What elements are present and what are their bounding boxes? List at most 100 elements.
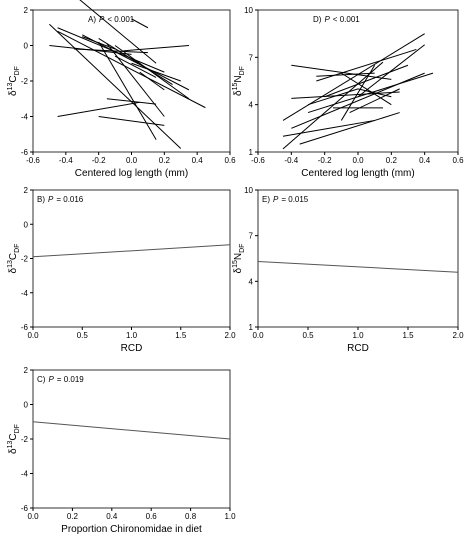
data-line <box>139 71 165 91</box>
data-line <box>49 23 182 149</box>
data-line <box>324 64 409 98</box>
panel-letter: E) <box>262 195 270 204</box>
y-label-symbol: δ <box>233 267 244 273</box>
data-line <box>98 37 173 85</box>
x-axis-label: Centered log length (mm) <box>75 168 188 179</box>
x-tick-label: 2.0 <box>224 331 236 340</box>
y-tick-label: 0 <box>24 42 29 51</box>
p-symbol: P <box>273 195 279 204</box>
p-symbol: P <box>99 15 105 24</box>
data-line <box>114 55 157 78</box>
x-tick-label: 0.8 <box>185 512 197 521</box>
y-label-subscript: DF <box>14 244 21 253</box>
x-tick-label: 0.2 <box>386 156 398 165</box>
x-tick-label: -0.2 <box>318 156 332 165</box>
y-label-symbol: δ <box>8 267 19 273</box>
y-axis-label: δ15NDF <box>232 244 246 274</box>
x-tick-label: -0.6 <box>26 156 40 165</box>
panel-label: B) P = 0.016 <box>37 195 84 204</box>
panel: 0.0 0.2 0.4 0.6 0.8 1.0 -6 -4 -2 0 2 Proportion Chi… <box>7 366 236 535</box>
data-line <box>357 44 425 98</box>
y-tick-label: 0 <box>24 401 29 410</box>
y-label-isotope: 13 <box>7 83 14 91</box>
y-tick-label: -2 <box>21 255 29 264</box>
y-tick-label: -6 <box>21 504 29 513</box>
x-tick-label: 0.0 <box>126 156 138 165</box>
y-label-element: C <box>8 433 19 440</box>
x-tick-label: 2.0 <box>452 331 464 340</box>
data-line <box>32 421 231 440</box>
data-line <box>340 64 376 121</box>
panel-letter: D) <box>313 15 322 24</box>
x-tick-label: 1.0 <box>126 331 138 340</box>
p-text: = 0.016 <box>56 195 83 204</box>
y-label-subscript: DF <box>239 66 246 75</box>
y-label-element: C <box>8 75 19 82</box>
p-text: < 0.001 <box>107 15 134 24</box>
x-axis-label: RCD <box>121 343 143 354</box>
y-label-subscript: DF <box>14 66 21 75</box>
data-line <box>282 33 425 121</box>
panel-label: E) P = 0.015 <box>262 195 309 204</box>
plot-frame <box>257 9 459 153</box>
data-line <box>307 72 434 114</box>
data-line <box>114 45 190 100</box>
y-tick-label: -4 <box>21 289 29 298</box>
plot-frame <box>32 9 231 153</box>
panel: -0.6 -0.4 -0.2 0.0 0.2 0.4 0.6 1 4 7 10 Centered lo… <box>232 6 464 179</box>
x-tick-label: -0.4 <box>59 156 73 165</box>
y-tick-label: 10 <box>244 6 253 15</box>
y-tick-label: 0 <box>24 220 29 229</box>
y-tick-label: -6 <box>21 148 29 157</box>
x-tick-label: 1.5 <box>402 331 414 340</box>
x-tick-label: 1.0 <box>224 512 236 521</box>
y-tick-label: 7 <box>249 53 254 62</box>
data-line <box>291 72 425 129</box>
y-tick-label: 1 <box>249 148 254 157</box>
y-axis-label: δ15NDF <box>232 66 246 96</box>
x-tick-label: -0.2 <box>92 156 106 165</box>
plot-frame <box>32 369 231 509</box>
data-line <box>123 45 189 52</box>
y-label-isotope: 15 <box>232 260 239 268</box>
panel-label: D) P < 0.001 <box>313 15 360 24</box>
x-tick-label: 0.0 <box>27 331 39 340</box>
panel: -0.6 -0.4 -0.2 0.0 0.2 0.4 0.6 -6 -4 -2 0 2 Centered… <box>7 0 236 179</box>
x-tick-label: 0.2 <box>67 512 79 521</box>
y-tick-label: 10 <box>244 186 253 195</box>
p-symbol: P <box>48 375 54 384</box>
data-line <box>131 18 149 29</box>
panel: 0.0 0.5 1.0 1.5 2.0 1 4 7 10 RCD δ15NDF E) P = 0.015 <box>232 186 464 354</box>
x-tick-label: 1.0 <box>352 331 364 340</box>
x-tick-label: -0.6 <box>251 156 265 165</box>
x-tick-label: 0.4 <box>419 156 431 165</box>
x-axis-label: Proportion Chironomidae in diet <box>61 524 202 535</box>
y-axis-label: δ13CDF <box>7 424 21 454</box>
panel: 0.0 0.5 1.0 1.5 2.0 -6 -4 -2 0 2 RCD δ13CDF B) P = 0.0… <box>7 186 236 354</box>
y-label-element: C <box>8 253 19 260</box>
data-line <box>57 30 206 109</box>
data-line <box>131 62 181 82</box>
y-label-symbol: δ <box>8 90 19 96</box>
data-line <box>106 98 157 105</box>
y-tick-label: -6 <box>21 323 29 332</box>
data-line <box>316 72 375 77</box>
y-label-symbol: δ <box>233 90 244 96</box>
y-tick-label: 4 <box>249 277 254 286</box>
y-tick-label: 4 <box>249 101 254 110</box>
data-line <box>257 261 459 273</box>
x-tick-label: 0.2 <box>159 156 171 165</box>
x-tick-label: 0.0 <box>352 156 364 165</box>
x-axis-label: RCD <box>347 343 369 354</box>
plot-frame <box>32 189 231 328</box>
panel-label: C) P = 0.019 <box>37 375 84 384</box>
data-line <box>32 244 231 258</box>
x-tick-label: -0.4 <box>284 156 298 165</box>
y-tick-label: -4 <box>21 113 29 122</box>
x-tick-label: 0.4 <box>106 512 118 521</box>
y-label-isotope: 13 <box>7 441 14 449</box>
x-tick-label: 0.0 <box>252 331 264 340</box>
y-label-subscript: DF <box>239 244 246 253</box>
x-tick-label: 0.6 <box>452 156 464 165</box>
